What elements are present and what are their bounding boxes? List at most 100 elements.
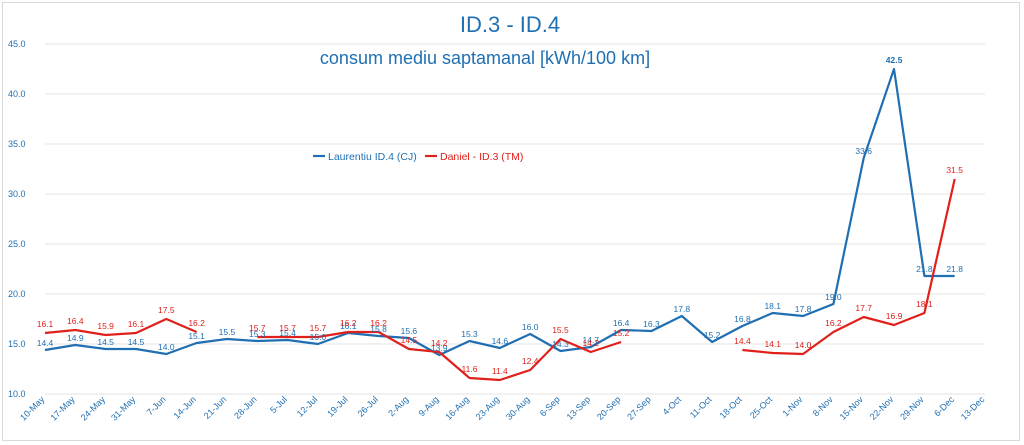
x-tick-label: 2-Aug: [386, 394, 410, 418]
data-label: 15.7: [310, 323, 327, 333]
data-label: 31.5: [946, 165, 963, 175]
x-tick-label: 17-May: [48, 394, 77, 423]
legend-label: Laurentiu ID.4 (CJ): [328, 151, 417, 163]
data-label: 16.2: [340, 318, 357, 328]
data-label: 15.5: [219, 327, 236, 337]
x-tick-label: 21-Jun: [202, 394, 229, 421]
y-tick-label: 25.0: [8, 239, 26, 249]
data-label: 21.8: [916, 264, 933, 274]
data-label: 15.1: [188, 331, 205, 341]
data-label: 16.2: [370, 318, 387, 328]
grid: [45, 43, 985, 395]
x-tick-label: 24-May: [79, 394, 108, 423]
x-tick-label: 12-Jul: [295, 394, 319, 418]
data-label: 16.4: [613, 318, 630, 328]
data-label: 15.8: [370, 324, 387, 334]
legend: Laurentiu ID.4 (CJ) Daniel - ID.3 (TM): [313, 151, 523, 163]
data-label: 14.2: [583, 338, 600, 348]
data-label: 14.0: [795, 340, 812, 350]
data-label: 15.0: [310, 332, 327, 342]
y-tick-label: 20.0: [8, 289, 26, 299]
series-line-2: [44, 178, 956, 382]
series-line-1: [44, 67, 955, 357]
data-label: 11.6: [462, 364, 478, 374]
data-label: 14.1: [764, 339, 781, 349]
data-label: 19.0: [825, 292, 842, 302]
y-tick-label: 30.0: [8, 189, 26, 199]
x-tick-label: 9-Aug: [417, 394, 441, 418]
data-label: 14.5: [401, 335, 418, 345]
data-label: 16.9: [886, 311, 903, 321]
data-label: 15.2: [613, 328, 630, 338]
series-lines: [44, 67, 956, 382]
data-label: 15.9: [97, 321, 114, 331]
x-tick-label: 4-Oct: [661, 394, 684, 417]
data-label: 14.5: [97, 337, 114, 347]
data-label: 16.1: [37, 319, 54, 329]
data-label: 16.4: [67, 316, 84, 326]
y-tick-label: 45.0: [8, 39, 26, 49]
data-label: 17.5: [158, 305, 175, 315]
data-label: 17.8: [674, 304, 691, 314]
x-tick-label: 16-Aug: [443, 394, 471, 422]
data-label: 16.1: [340, 321, 357, 331]
data-label: 12.4: [522, 356, 539, 366]
data-label: 21.8: [946, 264, 963, 274]
data-label: 14.2: [431, 338, 448, 348]
legend-label: Daniel - ID.3 (TM): [440, 151, 523, 163]
x-tick-label: 18-Oct: [718, 394, 745, 421]
x-tick-label: 20-Sep: [595, 394, 623, 422]
data-label: 16.1: [128, 319, 145, 329]
data-label: 42.5: [886, 55, 903, 65]
y-tick-label: 15.0: [8, 339, 26, 349]
chart-subtitle: consum mediu saptamanal [kWh/100 km]: [320, 48, 650, 68]
data-label: 14.4: [734, 336, 751, 346]
x-tick-label: 28-Jun: [232, 394, 259, 421]
x-tick-label: 6-Dec: [932, 394, 956, 418]
data-label: 18.1: [764, 301, 781, 311]
y-tick-label: 40.0: [8, 89, 26, 99]
x-tick-label: 23-Aug: [474, 394, 502, 422]
x-tick-label: 25-Oct: [748, 394, 775, 421]
data-label: 16.0: [522, 322, 539, 332]
x-tick-label: 13-Dec: [959, 394, 987, 422]
data-label: 15.4: [279, 328, 296, 338]
x-tick-label: 8-Nov: [811, 394, 835, 418]
data-label: 15.3: [461, 329, 478, 339]
data-label: 14.4: [37, 338, 54, 348]
data-label: 16.8: [734, 314, 751, 324]
x-tick-label: 15-Nov: [838, 394, 866, 422]
data-label: 16.2: [825, 318, 842, 328]
x-tick-label: 7-Jun: [145, 394, 168, 417]
data-label: 15.6: [401, 326, 418, 336]
data-label: 14.6: [492, 336, 509, 346]
x-tick-label: 29-Nov: [898, 394, 926, 422]
x-tick-label: 14-Jun: [171, 394, 198, 421]
data-label: 17.7: [855, 303, 872, 313]
x-tick-label: 6-Sep: [538, 394, 562, 418]
y-tick-label: 35.0: [8, 139, 26, 149]
x-tick-label: 30-Aug: [504, 394, 532, 422]
data-label: 13.9: [431, 343, 448, 353]
data-label: 14.0: [158, 342, 175, 352]
data-label: 15.7: [279, 323, 296, 333]
x-tick-label: 26-Jul: [356, 394, 380, 418]
x-tick-label: 11-Oct: [688, 394, 714, 420]
data-label: 18.1: [916, 299, 933, 309]
x-tick-label: 1-Nov: [780, 394, 804, 418]
data-label: 11.4: [492, 366, 508, 376]
data-label: 33.6: [855, 146, 872, 156]
chart-title: ID.3 - ID.4: [460, 12, 560, 37]
x-tick-label: 5-Jul: [268, 394, 289, 415]
data-label: 15.7: [249, 323, 266, 333]
data-label: 14.7: [583, 335, 600, 345]
x-tick-label: 22-Nov: [868, 394, 896, 422]
x-tick-label: 27-Sep: [625, 394, 653, 422]
data-label: 14.5: [128, 337, 145, 347]
data-label: 15.5: [552, 325, 569, 335]
data-label: 14.3: [552, 339, 569, 349]
data-label: 16.2: [188, 318, 205, 328]
data-label: 15.2: [704, 330, 721, 340]
data-labels: 14.4 14.9 14.5 14.5 14.0 15.1 15.5 15.3 15.4 15.0…: [37, 55, 963, 376]
